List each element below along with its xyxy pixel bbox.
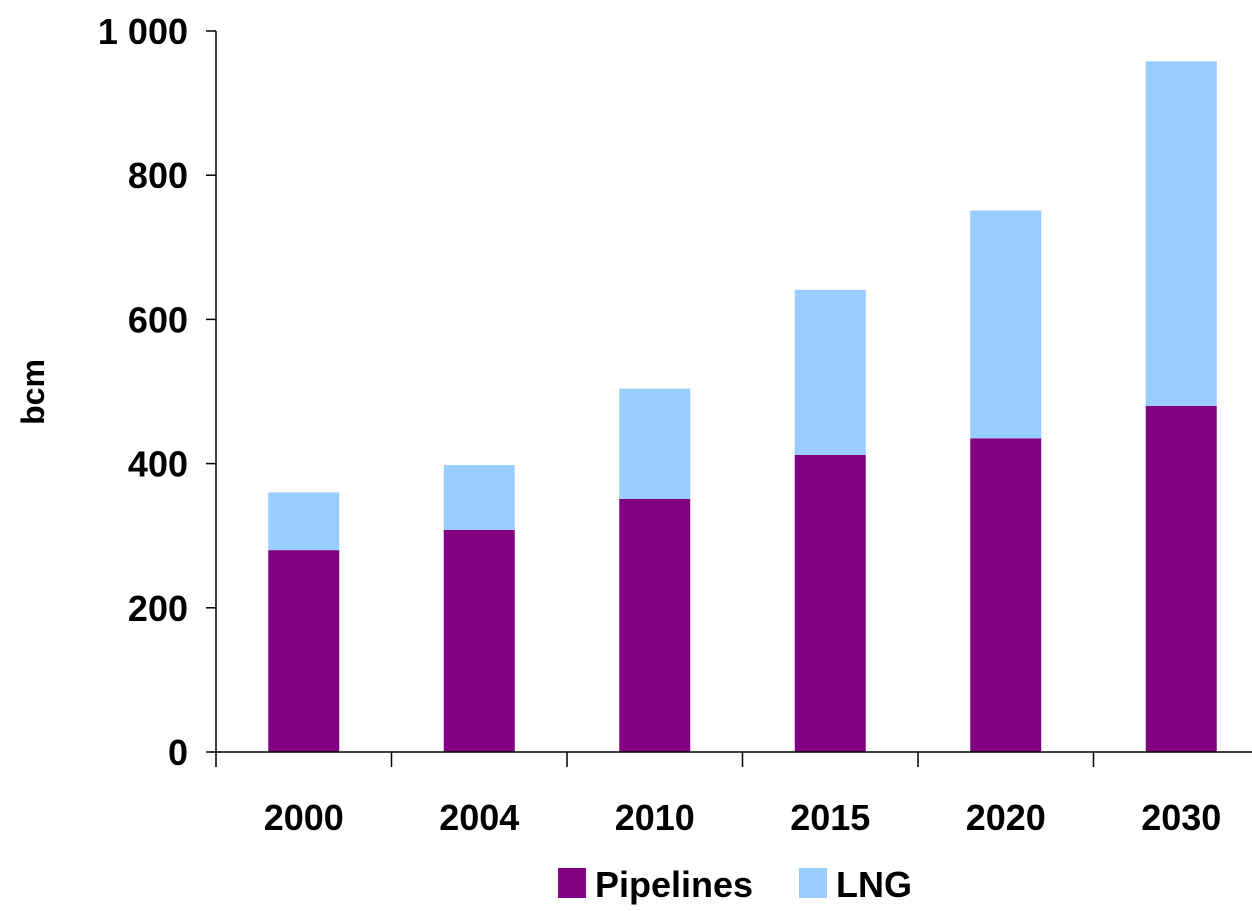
legend-label-lng: LNG [836, 864, 912, 905]
bar-lng-2030 [1145, 61, 1217, 406]
axes-group [215, 31, 1252, 753]
bars-group [268, 61, 1217, 752]
bar-pipelines-2015 [794, 454, 866, 752]
bar-lng-2010 [619, 388, 691, 499]
x-tick-label: 2020 [966, 797, 1046, 838]
bar-lng-2020 [970, 210, 1042, 439]
y-tick-label: 1 000 [98, 11, 188, 52]
bar-pipelines-2010 [619, 498, 691, 752]
y-tick-label: 800 [128, 155, 188, 196]
bar-lng-2015 [794, 289, 866, 455]
x-tick-label: 2010 [615, 797, 695, 838]
y-axis-title: bcm [15, 359, 51, 425]
legend-swatch-lng [799, 868, 827, 898]
legend-swatch-pipelines [558, 868, 586, 898]
bar-pipelines-2000 [268, 550, 340, 752]
y-tick-label: 200 [128, 588, 188, 629]
y-axis-ticks: 0 200 400 600 800 1 000 [98, 11, 216, 773]
y-tick-label: 600 [128, 299, 188, 340]
x-axis-ticks: 2000 2004 2010 2015 2020 2030 [215, 752, 1221, 838]
y-tick-label: 0 [168, 732, 188, 773]
x-tick-label: 2004 [439, 797, 519, 838]
legend: Pipelines LNG [558, 864, 912, 905]
bar-pipelines-2030 [1145, 405, 1217, 752]
x-tick-label: 2030 [1141, 797, 1221, 838]
x-tick-label: 2015 [790, 797, 870, 838]
x-tick-label: 2000 [264, 797, 344, 838]
legend-label-pipelines: Pipelines [595, 864, 753, 905]
bar-pipelines-2020 [970, 438, 1042, 752]
y-tick-label: 400 [128, 444, 188, 485]
bar-lng-2004 [443, 465, 515, 530]
y-axis-title-group: bcm [15, 359, 51, 425]
bar-lng-2000 [268, 492, 340, 551]
bar-pipelines-2004 [443, 529, 515, 752]
